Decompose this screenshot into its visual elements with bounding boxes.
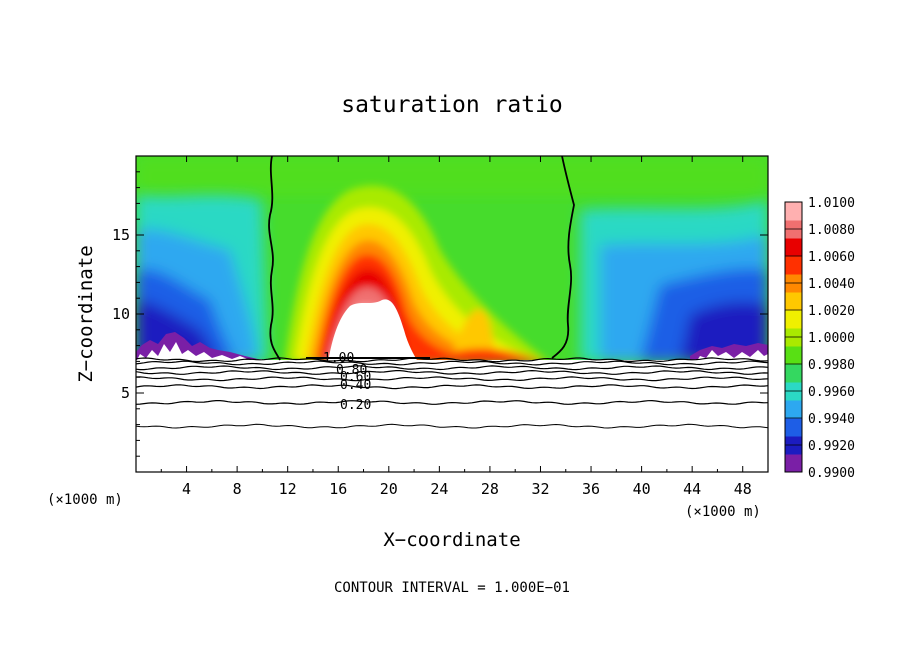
- x-tick-label: 48: [734, 480, 752, 498]
- near-surface-contours: [136, 357, 768, 429]
- colorbar-label: 1.0000: [808, 331, 855, 346]
- colorbar-label: 1.0060: [808, 250, 855, 265]
- x-tick-label: 4: [182, 480, 191, 498]
- colorbar-label: 0.9980: [808, 358, 855, 373]
- x-unit-label-right: (×1000 m): [685, 504, 761, 520]
- left-dry-region: [136, 195, 268, 362]
- saturation-field: [136, 156, 768, 472]
- x-tick-label: 32: [531, 480, 549, 498]
- contour-label-0-60: 0.60: [340, 370, 371, 385]
- plume-red-fringe: [430, 348, 545, 362]
- x-tick-label: 40: [633, 480, 651, 498]
- contour-label-0-40: 0.40: [340, 378, 371, 393]
- contour-line: [136, 423, 768, 429]
- y-tick-label: 10: [112, 305, 130, 323]
- contour-line: [136, 369, 768, 375]
- colorbar-label: 1.0040: [808, 277, 855, 292]
- colorbar-swatch: [785, 202, 802, 221]
- y-tick-label: 5: [121, 384, 130, 402]
- colorbar-swatch: [785, 292, 802, 311]
- x-tick-label: 36: [582, 480, 600, 498]
- contour-line: [136, 357, 768, 363]
- colorbar-swatch: [785, 454, 802, 473]
- colorbar-swatch: [785, 310, 802, 329]
- x-axis: 4 8 12 16 20 24 28 32 36 40 44 48: [160, 156, 752, 498]
- colorbar-label: 1.0080: [808, 223, 855, 238]
- colorbar-label: 0.9920: [808, 439, 855, 454]
- contour-labels: 1.00 0.80 0.60 0.40 0.20: [323, 351, 371, 413]
- colorbar-label: 0.9940: [808, 412, 855, 427]
- colorbar-swatch: [785, 346, 802, 365]
- contour-line-1-00-thick: [306, 357, 430, 359]
- chart-title: saturation ratio: [341, 92, 563, 118]
- contour-label-1-00: 1.00: [323, 351, 354, 366]
- colorbar-swatch: [785, 418, 802, 437]
- field-top-band: [136, 156, 768, 196]
- colorbar-label: 1.0020: [808, 304, 855, 319]
- colorbar-swatch: [785, 364, 802, 383]
- y-tick-label: 15: [112, 226, 130, 244]
- contour-line: [136, 365, 768, 371]
- x-tick-label: 28: [481, 480, 499, 498]
- x-tick-label: 16: [329, 480, 347, 498]
- contour-label-0-80: 0.80: [336, 363, 367, 378]
- x-tick-label: 44: [683, 480, 701, 498]
- colorbar-swatch: [785, 256, 802, 275]
- contour-label-0-20: 0.20: [340, 398, 371, 413]
- y-axis: 5 10 15: [112, 171, 768, 457]
- x-tick-label: 12: [279, 480, 297, 498]
- cloud-mask-white: [328, 299, 418, 362]
- colorbar-label: 1.0100: [808, 196, 855, 211]
- right-dry-region: [580, 200, 768, 362]
- x-tick-label: 8: [233, 480, 242, 498]
- contour-line: [136, 360, 768, 366]
- contour-line: [136, 399, 768, 405]
- colorbar: 0.9900 0.9920 0.9940 0.9960 0.9980 1.0000 1.00…: [784, 196, 855, 481]
- colorbar-label: 0.9900: [808, 466, 855, 481]
- contour-line: [136, 376, 768, 382]
- y-axis-label: Z−coordinate: [75, 245, 97, 382]
- lower-white-region: [136, 360, 768, 472]
- x-tick-label: 20: [380, 480, 398, 498]
- colorbar-swatch: [785, 400, 802, 419]
- plume-lower-lobe: [450, 309, 500, 362]
- saturation-boundary-right: [551, 156, 575, 359]
- colorbar-swatch: [785, 238, 802, 257]
- colorbar-label: 0.9960: [808, 385, 855, 400]
- plot-area: [136, 156, 768, 472]
- x-tick-label: 24: [430, 480, 448, 498]
- x-unit-label-left: (×1000 m): [47, 492, 123, 508]
- contour-line: [136, 384, 768, 390]
- contour-interval-note: CONTOUR INTERVAL = 1.000E−01: [334, 580, 570, 596]
- saturation-boundary-left: [268, 156, 281, 361]
- x-axis-label: X−coordinate: [383, 529, 520, 551]
